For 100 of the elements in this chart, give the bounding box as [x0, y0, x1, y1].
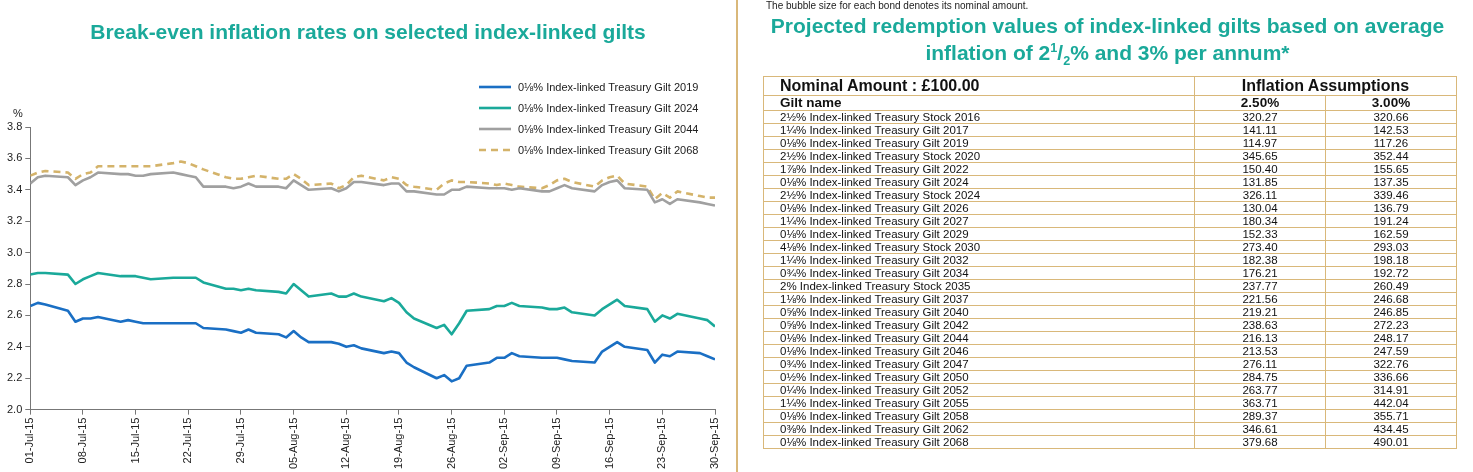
text: The bubble size for each bond denotes its nominal amount. [765, 0, 1030, 12]
category-label: 0⅝% Index-linked Treasury Gilt 2042 [763, 318, 1195, 332]
category-label: 1⅞% Index-linked Treasury Gilt 2022 [763, 162, 1195, 176]
data-label: 141.11 [1194, 123, 1326, 137]
data-label: 191.24 [1325, 214, 1457, 228]
data-label: 346.61 [1194, 422, 1326, 436]
data-label: 248.17 [1325, 331, 1457, 345]
data-label: 136.79 [1325, 201, 1457, 215]
data-label: 219.21 [1194, 305, 1326, 319]
data-label: 150.40 [1194, 162, 1326, 176]
legend-label: 0⅛% Index-linked Treasury Gilt 2044 [518, 122, 699, 135]
data-label: 490.01 [1325, 435, 1457, 449]
legend-label: 0⅛% Index-linked Treasury Gilt 2019 [518, 80, 699, 93]
category-label: 0⅛% Index-linked Treasury Gilt 2019 [763, 136, 1195, 150]
legend-label: 0⅛% Index-linked Treasury Gilt 2068 [518, 143, 699, 156]
legend-label: 0⅛% Index-linked Treasury Gilt 2024 [518, 101, 699, 114]
data-label: 162.59 [1325, 227, 1457, 241]
data-label: 117.26 [1325, 136, 1457, 150]
text: 2.50% [1194, 95, 1326, 111]
category-label: 2% Index-linked Treasury Stock 2035 [763, 279, 1195, 293]
chart-title: Break-even inflation rates on selected index-linked gilts [89, 20, 647, 44]
category-label: 0⅛% Index-linked Treasury Gilt 2029 [763, 227, 1195, 241]
data-label: 345.65 [1194, 149, 1326, 163]
data-label: 293.03 [1325, 240, 1457, 254]
y-tick-label: 2.2 [6, 371, 23, 384]
y-tick-label: 3.6 [6, 151, 23, 164]
data-label: 142.53 [1325, 123, 1457, 137]
x-tick-label: 12-Aug-15 [339, 417, 352, 470]
y-tick-label: 2.8 [6, 277, 23, 290]
data-label: 198.18 [1325, 253, 1457, 267]
category-label: 0⅝% Index-linked Treasury Gilt 2040 [763, 305, 1195, 319]
x-tick-label: 15-Jul-15 [128, 417, 141, 464]
x-tick-label: 08-Jul-15 [75, 417, 88, 464]
data-label: 355.71 [1325, 409, 1457, 423]
category-label: 0⅛% Index-linked Treasury Gilt 2046 [763, 344, 1195, 358]
category-label: 1¼% Index-linked Treasury Gilt 2017 [763, 123, 1195, 137]
data-label: 322.76 [1325, 357, 1457, 371]
text: Inflation Assumptions [1194, 76, 1457, 96]
data-label: 363.71 [1194, 396, 1326, 410]
data-label: 272.23 [1325, 318, 1457, 332]
data-label: 276.11 [1194, 357, 1326, 371]
data-label: 152.33 [1194, 227, 1326, 241]
category-label: 2½% Index-linked Treasury Stock 2020 [763, 149, 1195, 163]
x-tick-label: 05-Aug-15 [286, 417, 299, 470]
category-label: 2½% Index-linked Treasury Stock 2016 [763, 110, 1195, 124]
data-label: 213.53 [1194, 344, 1326, 358]
y-tick-label: 2.6 [6, 308, 23, 321]
x-tick-label: 23-Sep-15 [655, 417, 668, 470]
data-label: 320.27 [1194, 110, 1326, 124]
x-tick-label: 29-Jul-15 [234, 417, 246, 464]
x-tick-label: 02-Sep-15 [497, 417, 510, 470]
category-label: 0⅛% Index-linked Treasury Gilt 2024 [763, 175, 1195, 189]
data-label: 379.68 [1194, 435, 1326, 449]
category-label: 0¾% Index-linked Treasury Gilt 2047 [763, 357, 1195, 371]
data-label: 114.97 [1194, 136, 1326, 150]
data-label: 246.68 [1325, 292, 1457, 306]
data-label: 131.85 [1194, 175, 1326, 189]
category-label: 1¼% Index-linked Treasury Gilt 2032 [763, 253, 1195, 267]
data-label: 192.72 [1325, 266, 1457, 280]
x-tick-label: 19-Aug-15 [392, 417, 405, 470]
x-tick-label: 01-Jul-15 [23, 417, 36, 464]
x-tick-label: 22-Jul-15 [181, 417, 194, 464]
x-tick-label: 16-Sep-15 [602, 417, 615, 470]
data-label: 289.37 [1194, 409, 1326, 423]
data-label: 130.04 [1194, 201, 1326, 215]
category-label: 0⅛% Index-linked Treasury Gilt 2068 [763, 435, 1195, 449]
data-label: 237.77 [1194, 279, 1326, 293]
data-label: 314.91 [1325, 383, 1457, 397]
y-tick-label: 2.0 [6, 402, 23, 415]
category-label: 0⅛% Index-linked Treasury Gilt 2026 [763, 201, 1195, 215]
data-label: 320.66 [1325, 110, 1457, 124]
data-label: 216.13 [1194, 331, 1326, 345]
data-label: 246.85 [1325, 305, 1457, 319]
category-label: 1¼% Index-linked Treasury Gilt 2055 [763, 396, 1195, 410]
data-label: 442.04 [1325, 396, 1457, 410]
x-tick-label: 30-Sep-15 [708, 417, 721, 470]
data-label: 284.75 [1194, 370, 1326, 384]
y-tick-label: 3.8 [6, 120, 23, 133]
data-label: 176.21 [1194, 266, 1326, 280]
y-tick-label: 3.2 [6, 214, 23, 227]
text: 3.00% [1325, 95, 1457, 111]
data-label: 326.11 [1194, 188, 1326, 202]
data-label: 260.49 [1325, 279, 1457, 293]
data-label: 352.44 [1325, 149, 1457, 163]
data-label: 137.35 [1325, 175, 1457, 189]
y-tick-label: 2.4 [6, 339, 23, 352]
x-tick-label: 26-Aug-15 [444, 417, 457, 470]
data-label: 263.77 [1194, 383, 1326, 397]
text: Gilt name [763, 95, 1195, 111]
category-label: 0⅜% Index-linked Treasury Gilt 2062 [763, 422, 1195, 436]
text: Nominal Amount : £100.00 [763, 76, 1195, 96]
data-label: 182.38 [1194, 253, 1326, 267]
category-label: 1¼% Index-linked Treasury Gilt 2027 [763, 214, 1195, 228]
category-label: 0½% Index-linked Treasury Gilt 2050 [763, 370, 1195, 384]
category-label: 0¾% Index-linked Treasury Gilt 2034 [763, 266, 1195, 280]
category-label: 0⅛% Index-linked Treasury Gilt 2058 [763, 409, 1195, 423]
y-tick-label: 3.0 [6, 245, 23, 258]
category-label: 0¼% Index-linked Treasury Gilt 2052 [763, 383, 1195, 397]
category-label: 1⅛% Index-linked Treasury Gilt 2037 [763, 292, 1195, 306]
data-label: 155.65 [1325, 162, 1457, 176]
